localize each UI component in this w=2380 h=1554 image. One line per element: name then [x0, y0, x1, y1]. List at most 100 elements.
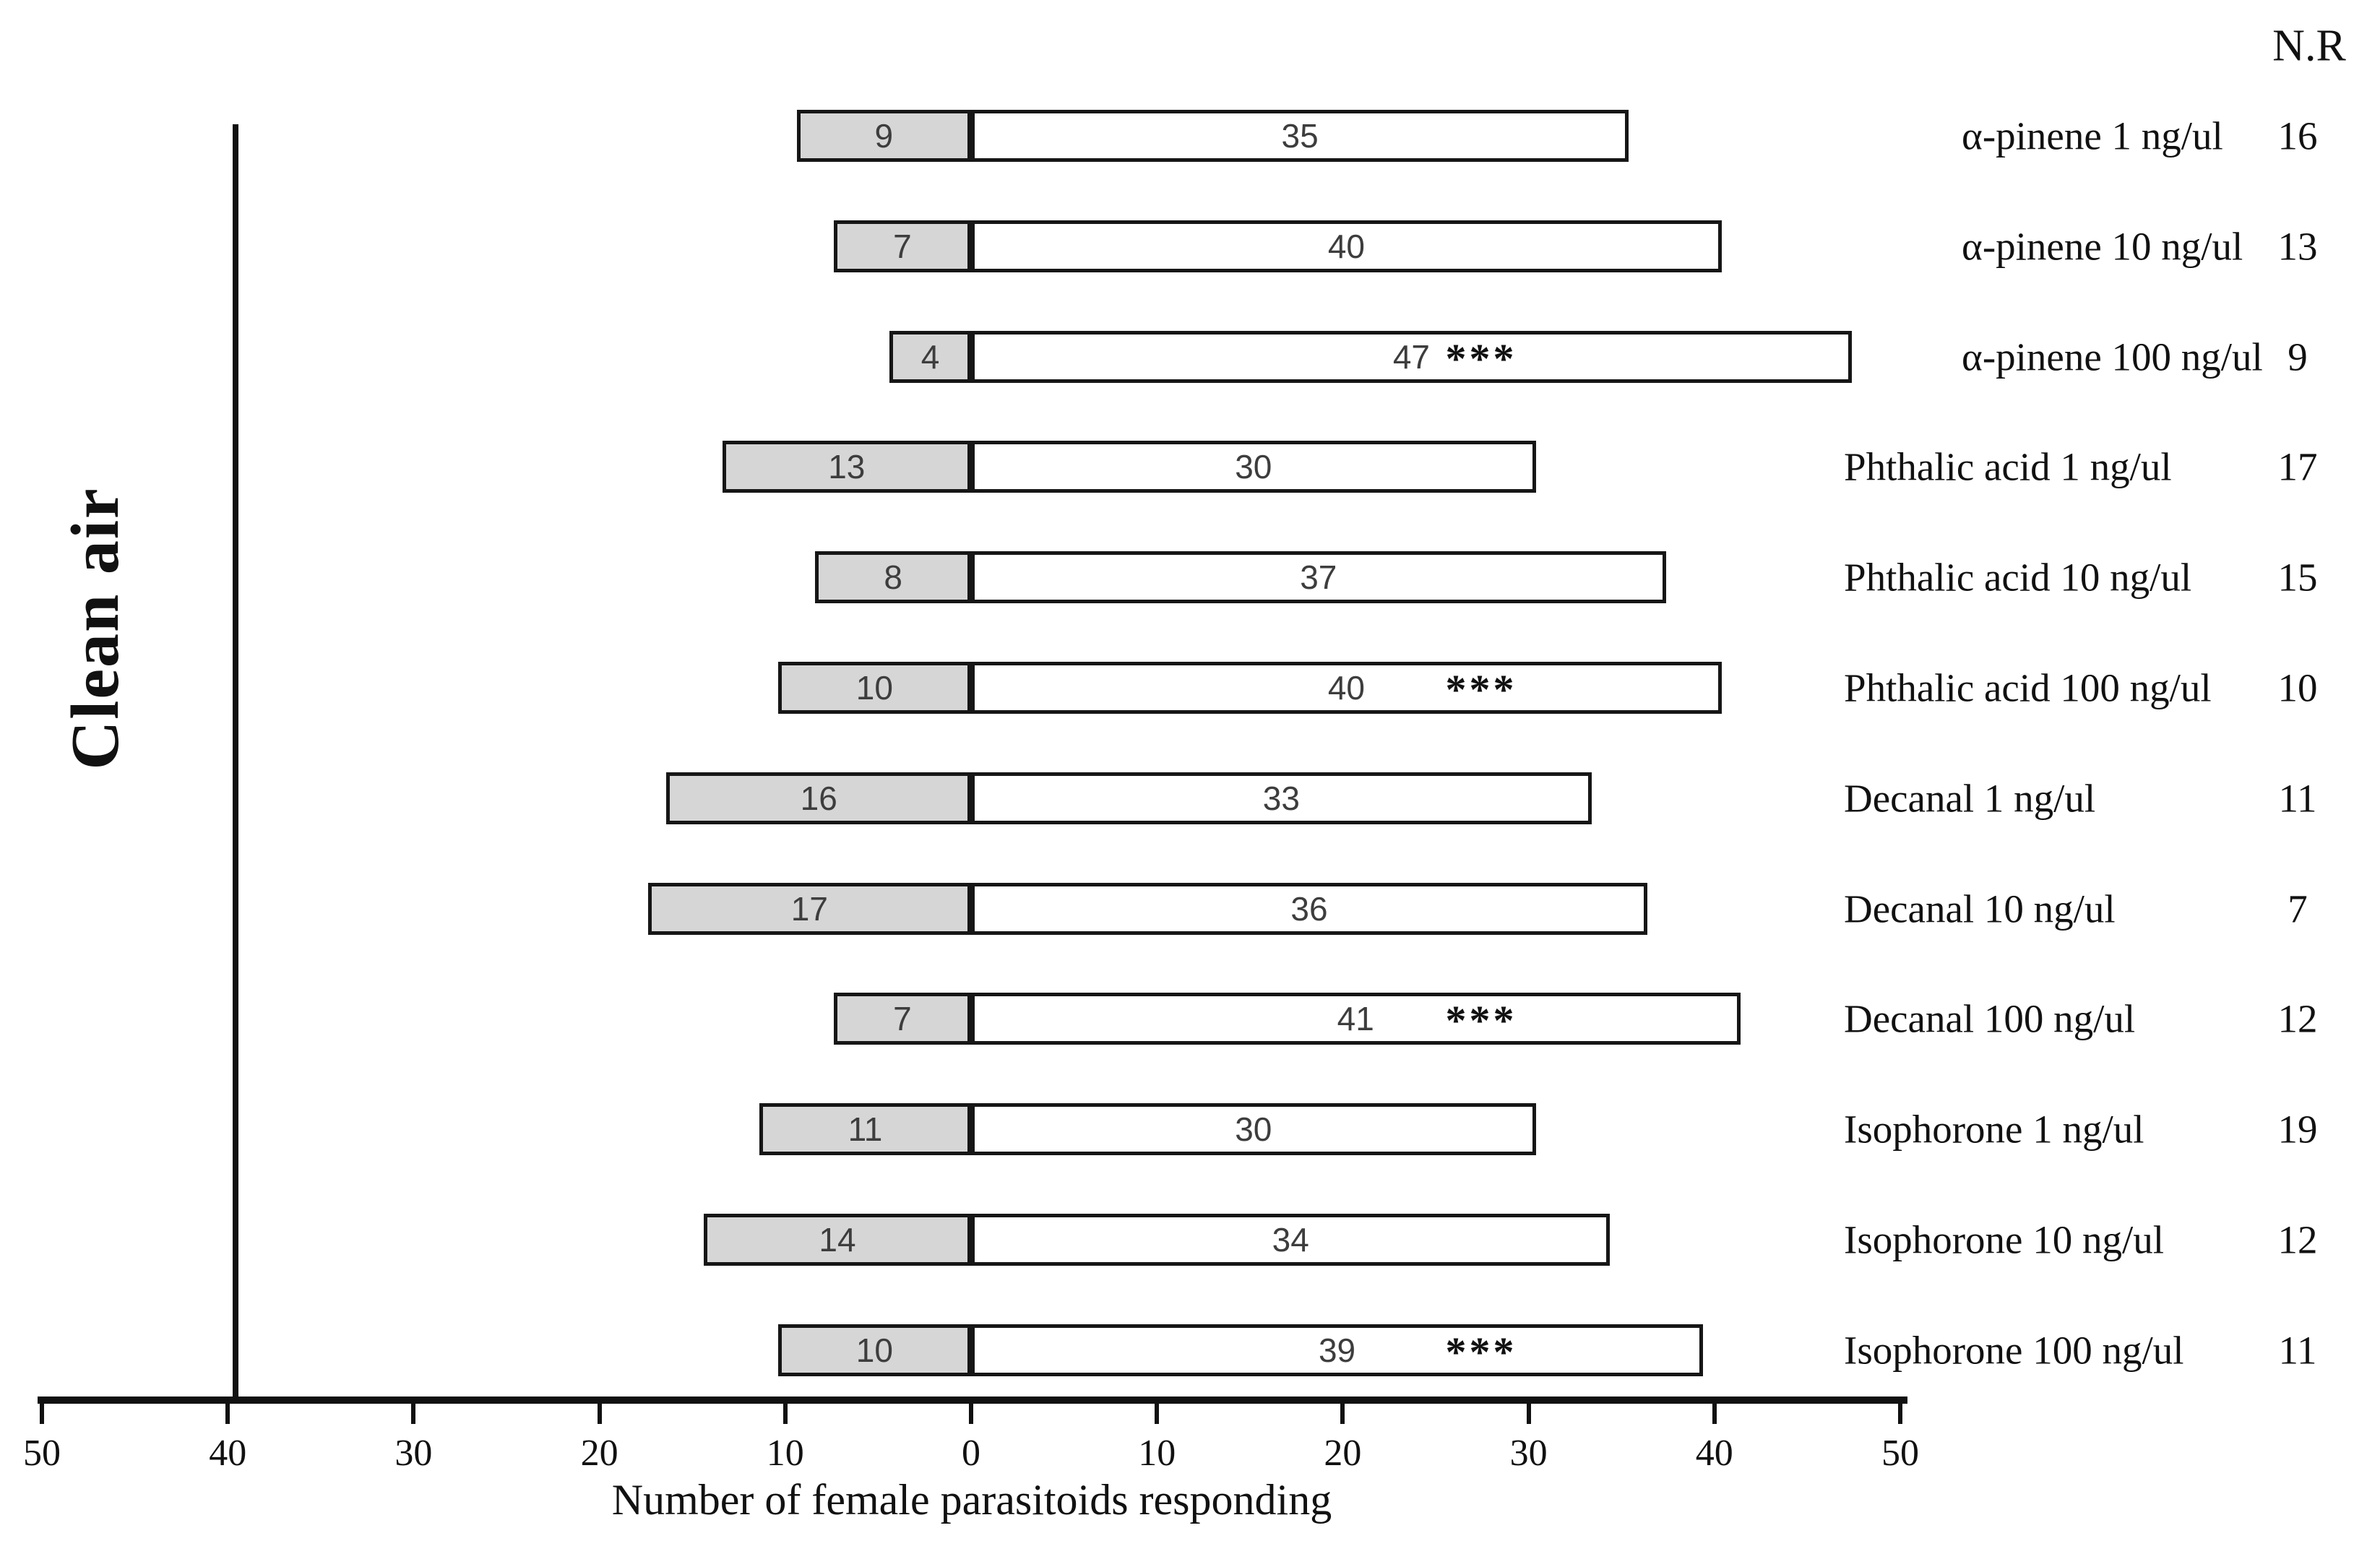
- nr-value: 11: [2278, 776, 2317, 821]
- x-axis-tick: [1898, 1404, 1902, 1424]
- x-axis-tick: [40, 1404, 44, 1424]
- row-label: Phthalic acid 100 ng/ul: [1844, 665, 2212, 710]
- chart-row: 8 37 Phthalic acid 10 ng/ul 15: [0, 551, 2380, 604]
- nr-column-header: N.R: [2272, 21, 2346, 71]
- nr-value: 12: [2277, 996, 2318, 1041]
- clean-air-bar: 16: [666, 772, 971, 824]
- clean-air-bar-value: 16: [800, 779, 837, 817]
- row-label: Decanal 10 ng/ul: [1844, 886, 2116, 931]
- x-axis-tick: [411, 1404, 416, 1424]
- chart-row: 16 33 Decanal 1 ng/ul 11: [0, 772, 2380, 824]
- clean-air-reference-line: [233, 124, 238, 1400]
- clean-air-bar: 17: [647, 882, 971, 935]
- treatment-bar: 40: [971, 220, 1722, 272]
- significance-stars: ***: [1445, 997, 1517, 1045]
- x-axis-tick: [1340, 1404, 1345, 1424]
- clean-air-axis-label: Clean air: [58, 487, 133, 770]
- clean-air-bar-value: 11: [848, 1110, 883, 1149]
- clean-air-bar-value: 17: [790, 889, 828, 928]
- clean-air-bar: 14: [703, 1214, 971, 1266]
- treatment-bar-value: 41: [1337, 1000, 1374, 1038]
- clean-air-bar: 10: [777, 1324, 971, 1376]
- row-label: Isophorone 10 ng/ul: [1844, 1217, 2165, 1262]
- clean-air-bar: 8: [815, 551, 971, 604]
- treatment-bar-value: 30: [1235, 448, 1272, 486]
- x-axis-tick-label: 0: [962, 1433, 980, 1474]
- nr-value: 17: [2277, 444, 2318, 489]
- clean-air-bar-value: 13: [828, 448, 866, 486]
- treatment-bar: 36: [971, 882, 1647, 935]
- x-axis-tick: [782, 1404, 788, 1424]
- x-axis-tick: [969, 1404, 973, 1424]
- treatment-bar: 47: [971, 330, 1852, 383]
- treatment-bar-value: 39: [1318, 1331, 1356, 1369]
- clean-air-bar: 4: [889, 330, 971, 383]
- treatment-bar: 30: [971, 1103, 1536, 1156]
- chart-row: 4 47 *** α-pinene 100 ng/ul 9: [0, 330, 2380, 383]
- nr-value: 10: [2277, 665, 2318, 710]
- clean-air-bar-value: 7: [893, 227, 912, 265]
- x-axis-tick-label: 40: [209, 1433, 247, 1474]
- clean-air-bar-value: 9: [874, 117, 894, 155]
- row-label: Decanal 1 ng/ul: [1844, 776, 2096, 821]
- treatment-bar: 39: [971, 1324, 1704, 1376]
- nr-value: 9: [2288, 334, 2308, 379]
- x-axis-tick-label: 20: [1324, 1433, 1362, 1474]
- x-axis-tick-label: 20: [580, 1433, 618, 1474]
- x-axis-tick: [1155, 1404, 1160, 1424]
- chart-row: 7 41 *** Decanal 100 ng/ul 12: [0, 993, 2380, 1045]
- nr-value: 11: [2278, 1328, 2317, 1373]
- clean-air-bar-value: 10: [855, 1331, 893, 1369]
- nr-value: 13: [2277, 224, 2318, 269]
- treatment-bar-value: 34: [1272, 1221, 1309, 1259]
- treatment-bar-value: 47: [1392, 337, 1430, 376]
- x-axis-line: [38, 1397, 1907, 1404]
- clean-air-bar: 9: [796, 110, 971, 162]
- clean-air-bar-value: 14: [819, 1221, 856, 1259]
- clean-air-bar: 7: [833, 993, 971, 1045]
- row-label: Decanal 100 ng/ul: [1844, 996, 2136, 1041]
- x-axis-tick: [1712, 1404, 1717, 1424]
- treatment-bar-value: 37: [1300, 558, 1337, 597]
- treatment-bar: 40: [971, 662, 1722, 714]
- row-label: α-pinene 10 ng/ul: [1962, 224, 2243, 269]
- significance-stars: ***: [1445, 666, 1517, 713]
- treatment-bar-value: 36: [1290, 889, 1328, 928]
- clean-air-bar-value: 4: [920, 337, 940, 376]
- chart-row: 17 36 Decanal 10 ng/ul 7: [0, 882, 2380, 935]
- nr-value: 7: [2288, 886, 2308, 931]
- chart-row: 7 40 α-pinene 10 ng/ul 13: [0, 220, 2380, 272]
- chart-row: 10 39 *** Isophorone 100 ng/ul 11: [0, 1324, 2380, 1376]
- x-axis-tick-label: 50: [1881, 1433, 1919, 1474]
- treatment-bar-value: 40: [1327, 669, 1365, 707]
- x-axis-tick-label: 40: [1695, 1433, 1733, 1474]
- x-axis-tick-label: 30: [394, 1433, 433, 1474]
- x-axis-tick: [225, 1404, 230, 1424]
- x-axis-tick: [1526, 1404, 1531, 1424]
- nr-value: 12: [2277, 1217, 2318, 1262]
- chart-row: 13 30 Phthalic acid 1 ng/ul 17: [0, 441, 2380, 493]
- row-label: Phthalic acid 1 ng/ul: [1844, 444, 2172, 489]
- treatment-bar: 37: [971, 551, 1666, 604]
- treatment-bar: 41: [971, 993, 1741, 1045]
- treatment-bar: 34: [971, 1214, 1611, 1266]
- row-label: Phthalic acid 10 ng/ul: [1844, 555, 2192, 600]
- nr-value: 19: [2277, 1107, 2318, 1152]
- clean-air-bar: 11: [759, 1103, 971, 1156]
- row-label: α-pinene 1 ng/ul: [1962, 113, 2223, 158]
- treatment-bar-value: 30: [1235, 1110, 1272, 1149]
- clean-air-bar: 10: [777, 662, 971, 714]
- treatment-bar: 30: [971, 441, 1536, 493]
- x-axis-title: Number of female parasitoids responding: [611, 1476, 1332, 1524]
- chart-row: 11 30 Isophorone 1 ng/ul 19: [0, 1103, 2380, 1156]
- treatment-bar-value: 40: [1327, 227, 1365, 265]
- treatment-bar-value: 35: [1281, 117, 1319, 155]
- chart-row: 9 35 α-pinene 1 ng/ul 16: [0, 110, 2380, 162]
- treatment-bar-value: 33: [1262, 779, 1300, 817]
- x-axis-tick-label: 50: [23, 1433, 61, 1474]
- clean-air-bar-value: 7: [893, 1000, 912, 1038]
- clean-air-bar-value: 8: [884, 558, 902, 597]
- chart-row: 10 40 *** Phthalic acid 100 ng/ul 10: [0, 662, 2380, 714]
- row-label: α-pinene 100 ng/ul: [1962, 334, 2263, 379]
